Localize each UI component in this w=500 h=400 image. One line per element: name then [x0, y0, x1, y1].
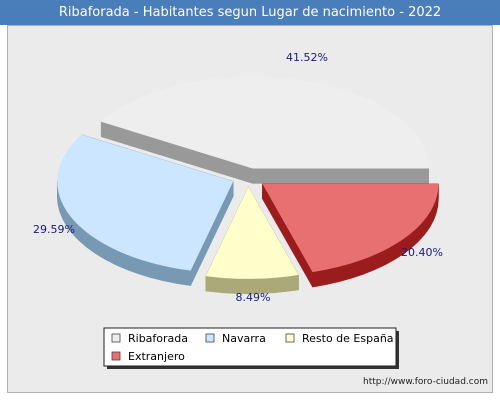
slice-ribaforada [101, 76, 429, 169]
slice-navarra [57, 134, 234, 271]
chart-title: Ribaforada - Habitantes segun Lugar de n… [58, 5, 442, 20]
legend-box [103, 327, 397, 367]
data-label-ribaforada: 41.52% [286, 51, 328, 64]
data-label-resto-de-españa: 8.49% [236, 291, 271, 304]
data-label-extranjero: 20.40% [401, 246, 443, 259]
title-bar [0, 0, 500, 25]
source-url: http://www.foro-ciudad.com [363, 377, 488, 387]
data-label-navarra: 29.59% [33, 223, 75, 236]
legend-swatch-extranjero [111, 351, 121, 361]
slice-extranjero [262, 183, 439, 273]
legend-label-resto-de-españa: Resto de España [302, 332, 394, 345]
legend-label-ribaforada: Ribaforada [128, 332, 188, 345]
legend-label-extranjero: Extranjero [128, 350, 185, 363]
legend-swatch-ribaforada [111, 333, 121, 343]
legend-label-navarra: Navarra [222, 332, 266, 345]
legend: Ribaforada Navarra Resto de España Extranje… [103, 327, 399, 369]
pie-tops [57, 76, 439, 279]
legend-swatch-navarra [205, 333, 215, 343]
slice-edge-0-0 [252, 168, 429, 184]
legend-swatch-resto-de-españa [285, 333, 295, 343]
slice-resto-de-españa [205, 186, 299, 279]
